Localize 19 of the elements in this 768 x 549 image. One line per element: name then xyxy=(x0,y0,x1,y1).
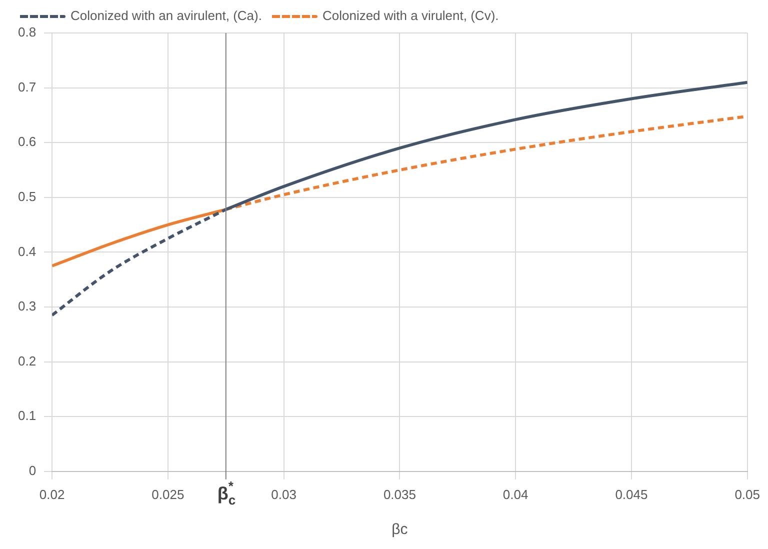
x-tick-label: 0.02 xyxy=(39,486,65,502)
y-tick-label: 0.7 xyxy=(18,79,36,94)
y-tick-label: 0.4 xyxy=(18,244,36,259)
x-tick-label: 0.05 xyxy=(734,486,760,502)
legend-label: Colonized with an avirulent, (Ca). xyxy=(70,8,262,24)
x-tick-label: 0.045 xyxy=(615,486,648,502)
x-tick-label: 0.03 xyxy=(271,486,296,502)
y-tick-label: 0.5 xyxy=(18,188,36,204)
x-tick-label: 0.035 xyxy=(383,486,416,502)
y-tick-label: 0.3 xyxy=(18,298,36,314)
y-tick-label: 0.2 xyxy=(18,353,36,368)
legend-label: Colonized with a virulent, (Cv). xyxy=(322,8,499,24)
y-tick-label: 0.6 xyxy=(18,134,36,150)
x-tick-label: 0.04 xyxy=(502,486,528,502)
y-tick-label: 0 xyxy=(28,462,36,478)
x-axis-title: βc xyxy=(392,521,408,538)
y-tick-label: 0.1 xyxy=(18,408,36,424)
x-tick-label: 0.025 xyxy=(152,486,184,502)
y-tick-label: 0.8 xyxy=(18,24,36,40)
